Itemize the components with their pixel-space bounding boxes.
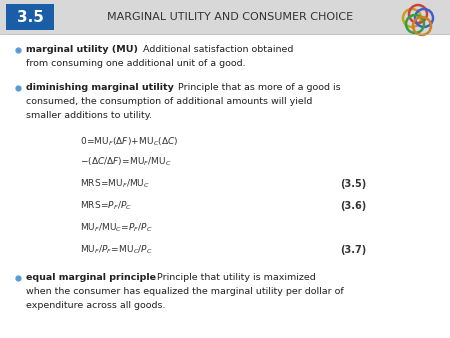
Text: $\mathrm{MU}_{F}/\mathrm{MU}_{C}\!=\!P_{F}/P_{C}$: $\mathrm{MU}_{F}/\mathrm{MU}_{C}\!=\!P_{… [80, 222, 153, 234]
Text: Principle that utility is maximized: Principle that utility is maximized [148, 273, 316, 283]
Text: $\mathrm{MU}_{F}/P_{F}\!=\!\mathrm{MU}_{C}/P_{C}$: $\mathrm{MU}_{F}/P_{F}\!=\!\mathrm{MU}_{… [80, 244, 153, 256]
Bar [6, 4, 54, 30]
Text: (3.5): (3.5) [340, 179, 366, 189]
Text: from consuming one additional unit of a good.: from consuming one additional unit of a … [26, 59, 246, 69]
Text: expenditure across all goods.: expenditure across all goods. [26, 301, 166, 311]
Text: $-(\Delta C/\Delta F)\!=\!\mathrm{MU}_{F}/\mathrm{MU}_{C}$: $-(\Delta C/\Delta F)\!=\!\mathrm{MU}_{F… [80, 156, 172, 168]
Text: (3.7): (3.7) [340, 245, 366, 255]
Text: diminishing marginal utility: diminishing marginal utility [26, 83, 174, 93]
Text: Additional satisfaction obtained: Additional satisfaction obtained [134, 46, 293, 54]
Text: Principle that as more of a good is: Principle that as more of a good is [169, 83, 341, 93]
Text: marginal utility (MU): marginal utility (MU) [26, 46, 138, 54]
Text: $\mathrm{MRS}\!=\!P_{F}/P_{C}$: $\mathrm{MRS}\!=\!P_{F}/P_{C}$ [80, 200, 132, 212]
Bar [0, 0, 450, 34]
Text: (3.6): (3.6) [340, 201, 366, 211]
Text: when the consumer has equalized the marginal utility per dollar of: when the consumer has equalized the marg… [26, 288, 344, 296]
Text: MARGINAL UTILITY AND CONSUMER CHOICE: MARGINAL UTILITY AND CONSUMER CHOICE [107, 12, 353, 22]
Text: smaller additions to utility.: smaller additions to utility. [26, 112, 152, 121]
Text: equal marginal principle: equal marginal principle [26, 273, 156, 283]
Text: $\mathrm{MRS}\!=\!\mathrm{MU}_{F}/\mathrm{MU}_{C}$: $\mathrm{MRS}\!=\!\mathrm{MU}_{F}/\mathr… [80, 178, 150, 190]
Text: $0\!=\!\mathrm{MU}_{F}(\Delta F)\!+\!\mathrm{MU}_{C}(\Delta C)$: $0\!=\!\mathrm{MU}_{F}(\Delta F)\!+\!\ma… [80, 136, 178, 148]
Text: 3.5: 3.5 [17, 9, 44, 24]
Text: consumed, the consumption of additional amounts will yield: consumed, the consumption of additional … [26, 97, 312, 106]
